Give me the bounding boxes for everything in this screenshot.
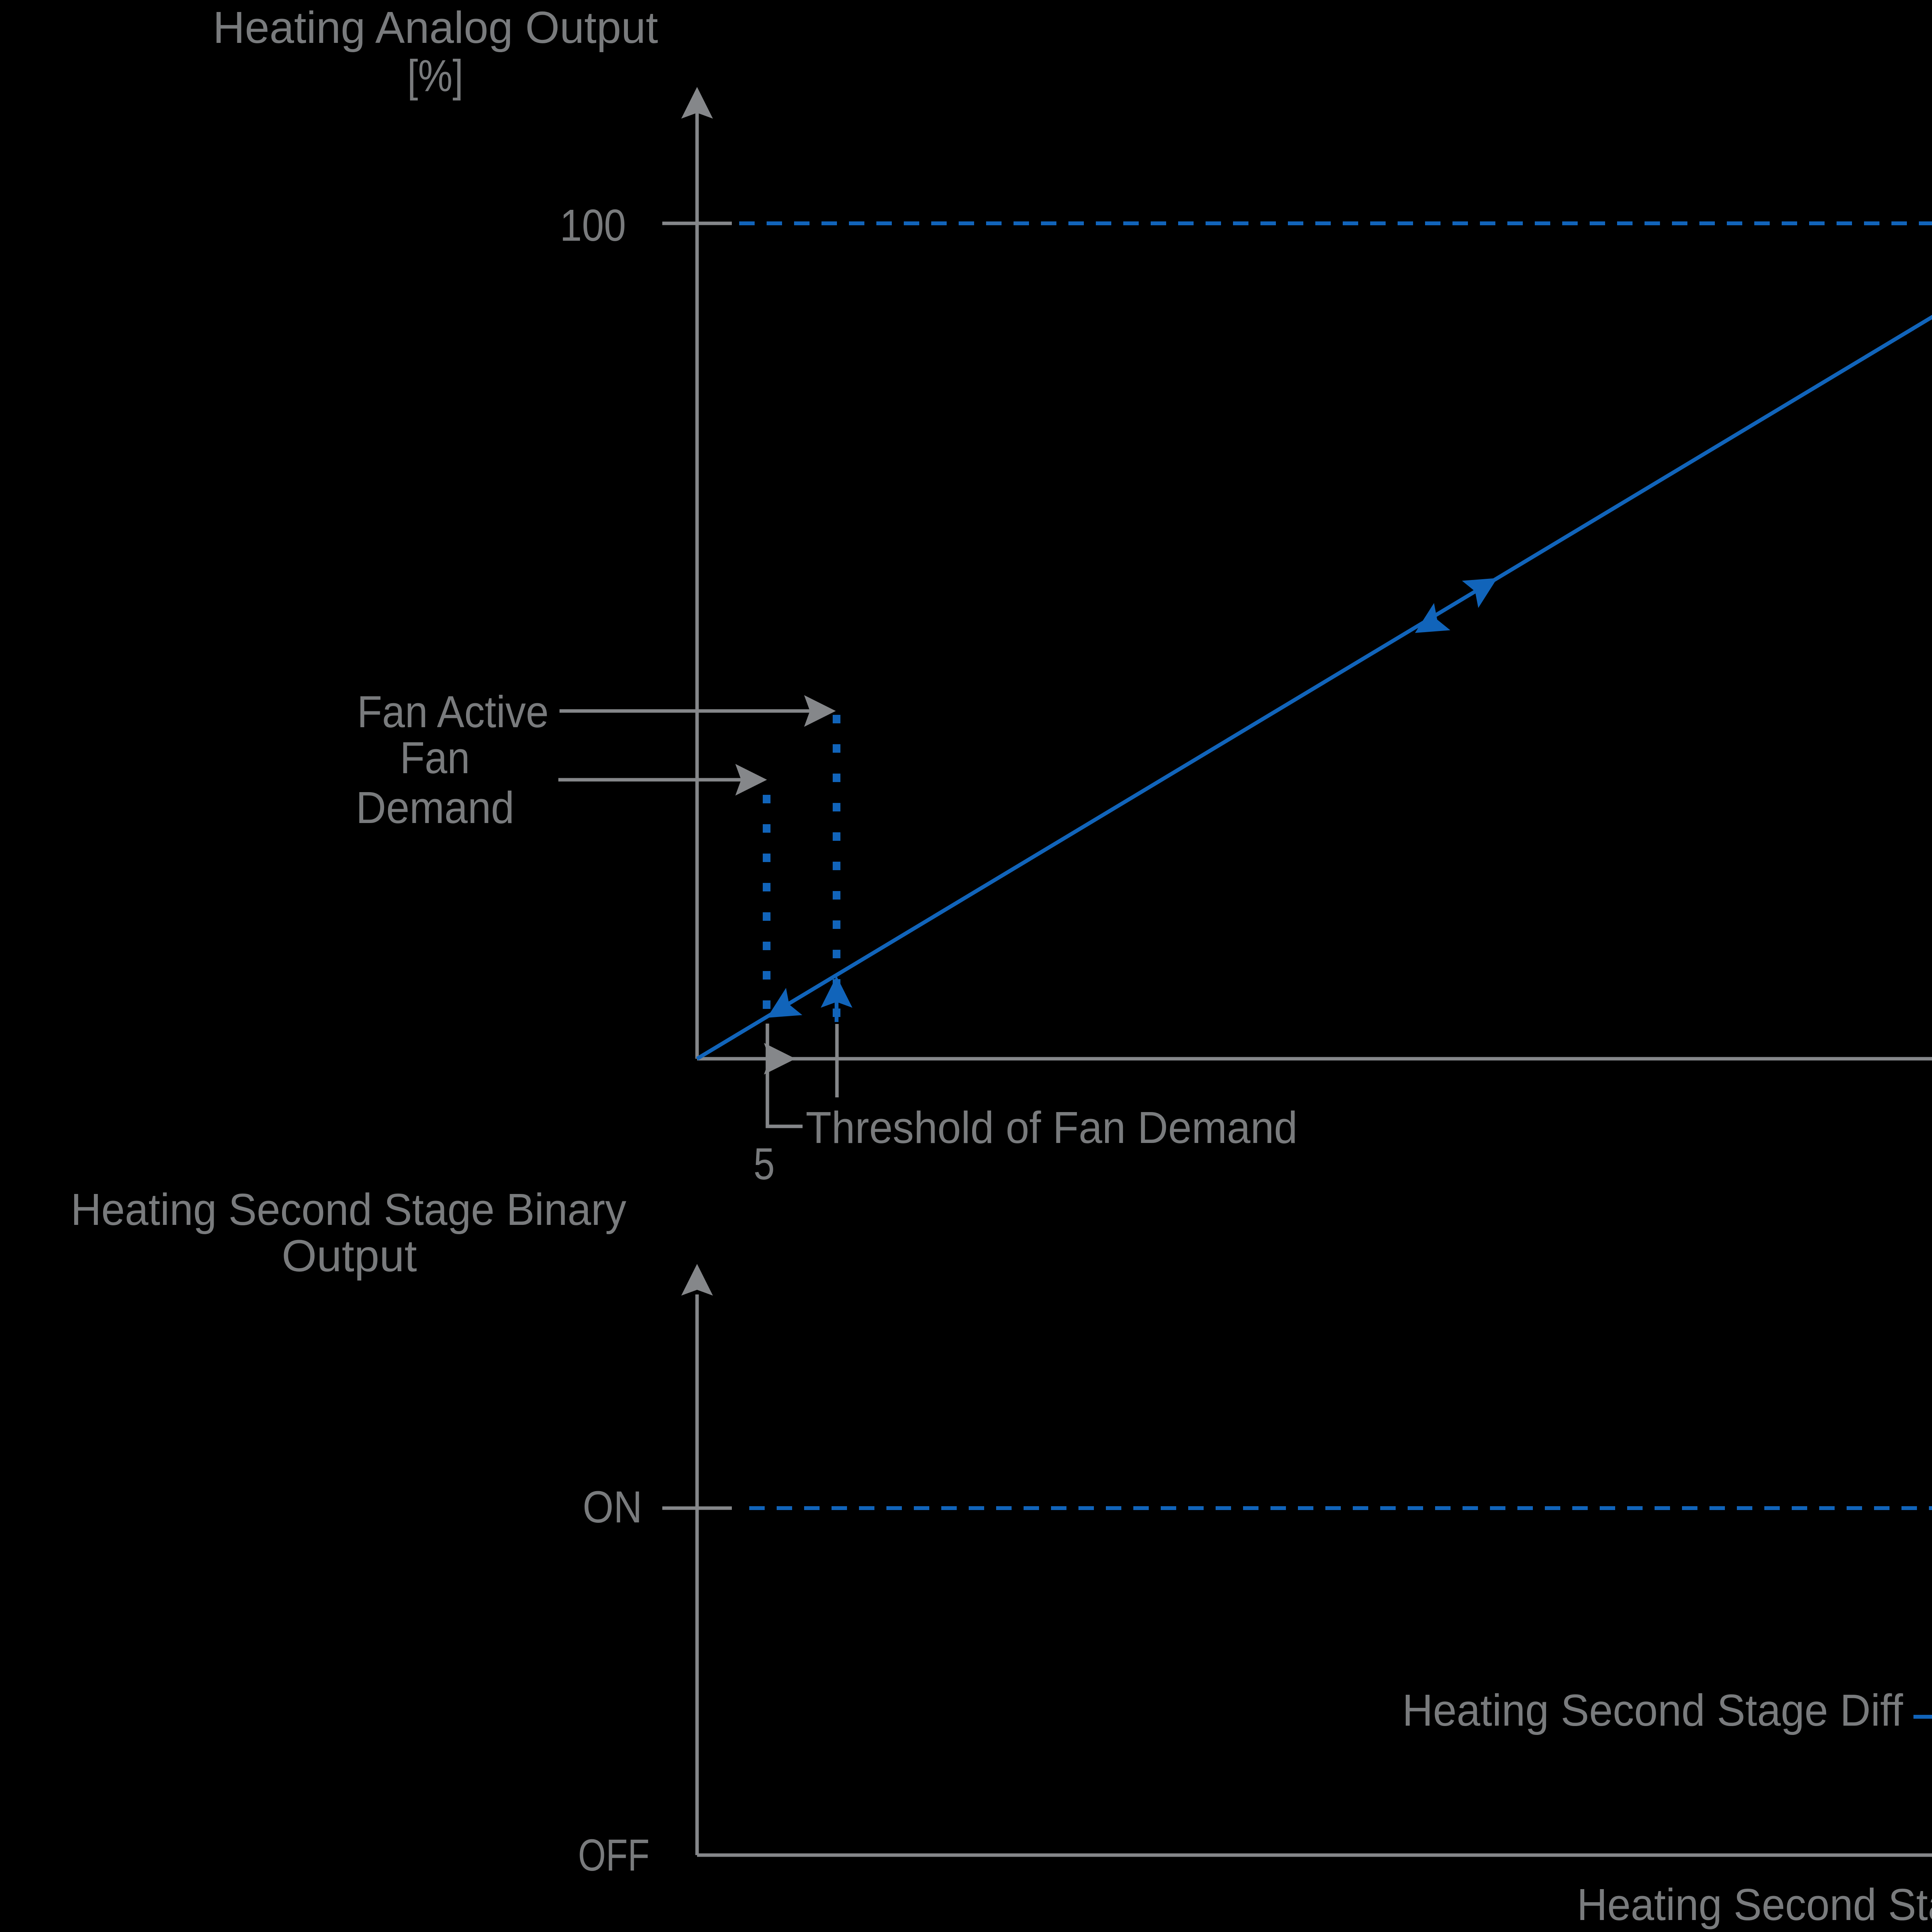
svg-text:Heating Second Stage: Heating Second Stage: [1577, 1879, 1932, 1930]
svg-text:Heating Analog Output: Heating Analog Output: [213, 2, 658, 53]
svg-text:100: 100: [560, 200, 626, 250]
svg-text:Demand: Demand: [356, 782, 514, 833]
svg-text:OFF: OFF: [578, 1830, 650, 1880]
svg-text:Fan Active: Fan Active: [357, 687, 549, 737]
svg-text:Fan: Fan: [400, 733, 470, 783]
svg-text:Output: Output: [282, 1231, 417, 1281]
svg-text:Heating Second Stage Diff: Heating Second Stage Diff: [1402, 1685, 1903, 1735]
svg-text:[%]: [%]: [407, 51, 463, 101]
svg-text:Threshold of Fan Demand: Threshold of Fan Demand: [806, 1102, 1298, 1153]
svg-text:Heating Second Stage Binary: Heating Second Stage Binary: [71, 1184, 626, 1235]
svg-text:ON: ON: [583, 1482, 642, 1532]
svg-text:Threshold: Threshold: [1692, 1925, 1884, 1932]
svg-text:5: 5: [753, 1139, 775, 1189]
